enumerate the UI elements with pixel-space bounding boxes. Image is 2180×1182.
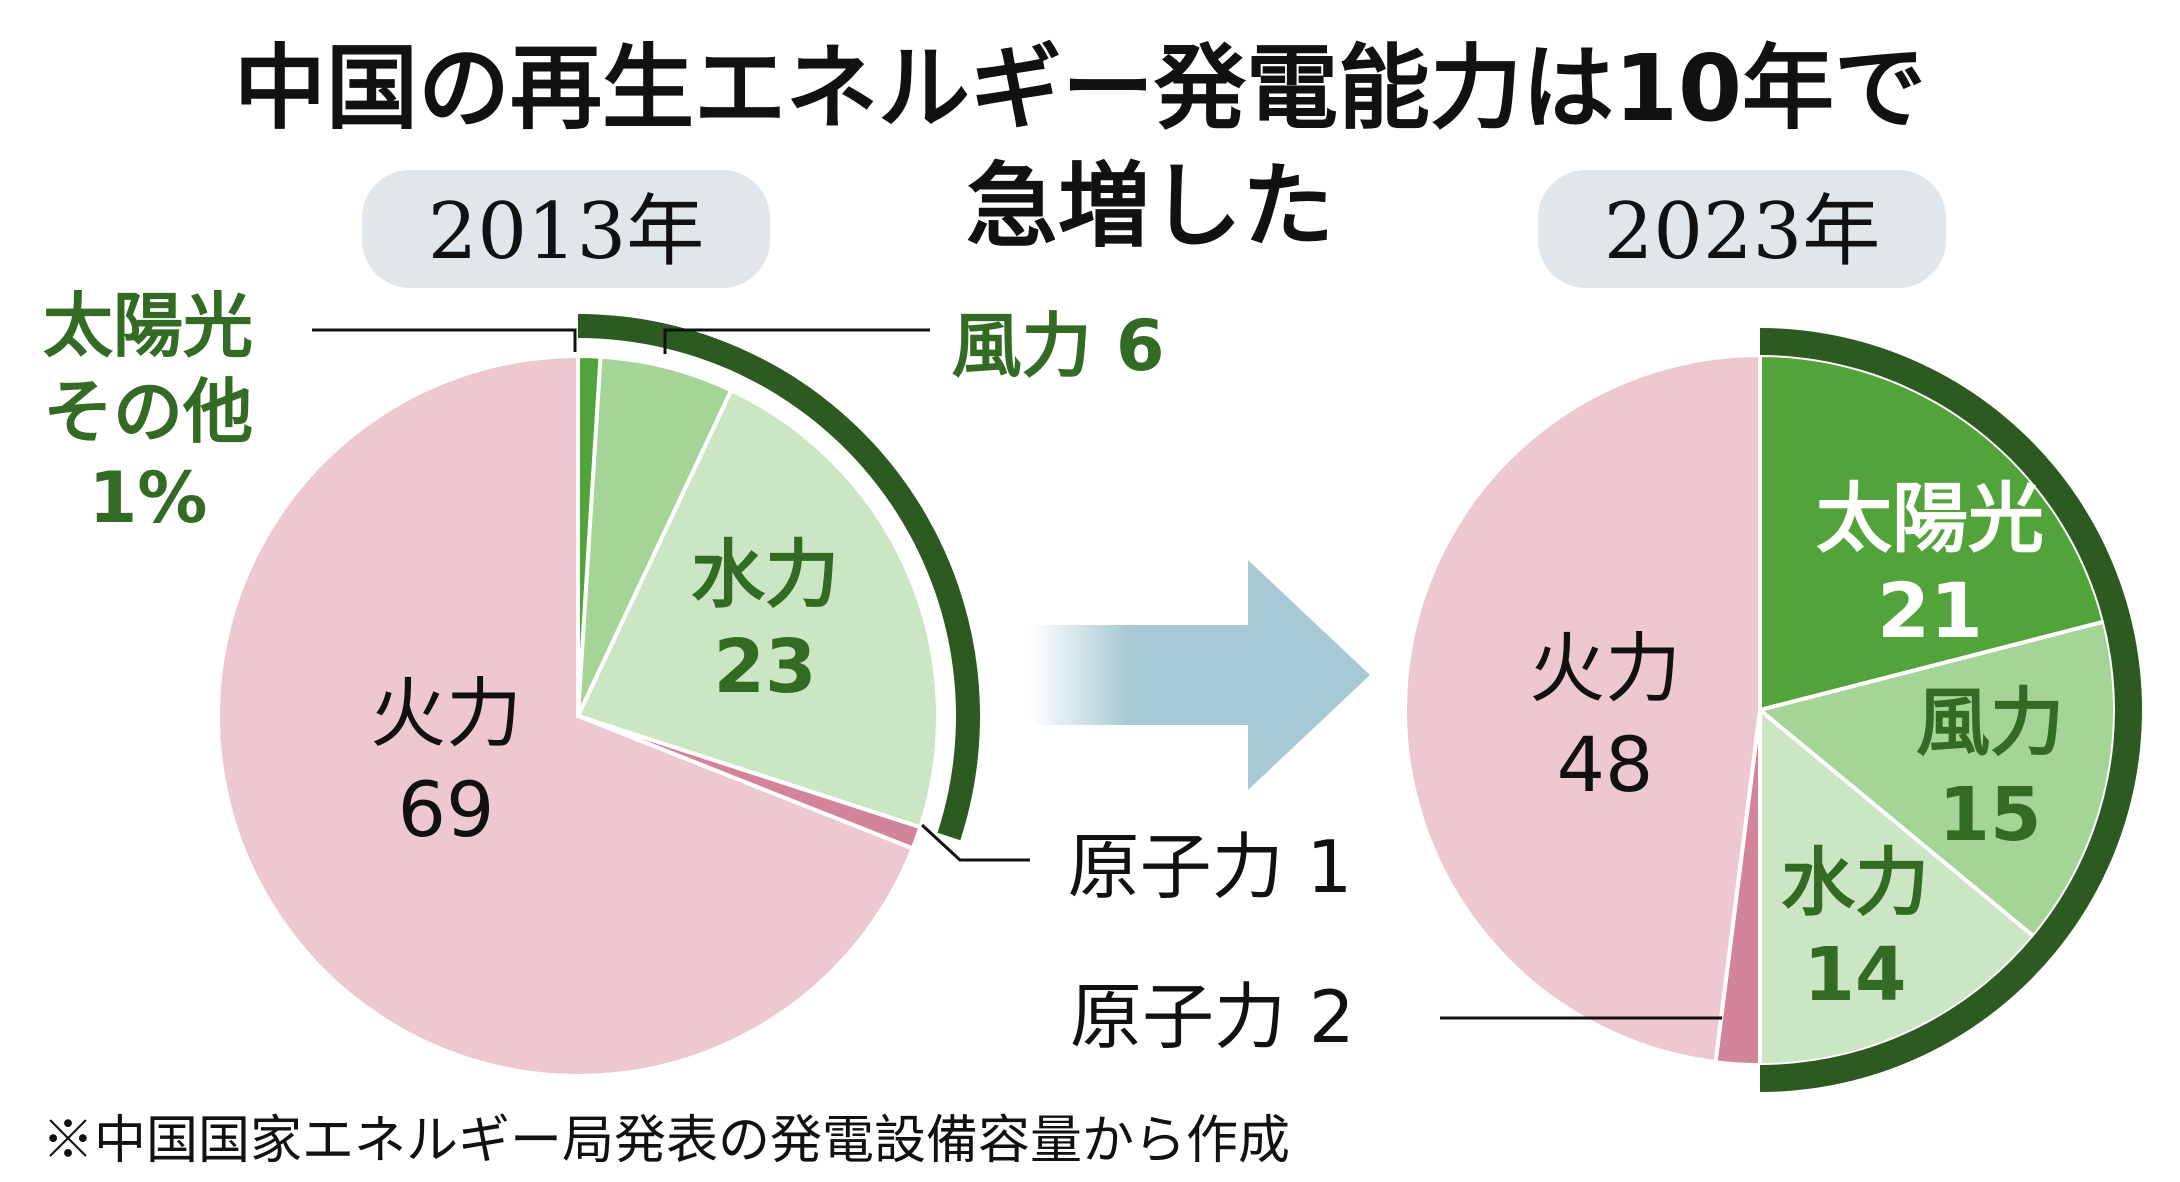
source-note: ※中国国家エネルギー局発表の発電設備容量から作成 xyxy=(42,1111,1290,1171)
pie-slice-thermal-2013 xyxy=(216,353,916,1078)
pie-slice-wind-2013 xyxy=(576,354,734,717)
slice-label-hydro-2023-line1: 水力 xyxy=(1781,840,1929,926)
slice-label-nuclear-2013: 原子力 1 xyxy=(1068,825,1353,909)
slice-label-hydro-2013-line2: 23 xyxy=(714,624,817,710)
slice-label-wind-2023-line1: 風力 xyxy=(1916,680,2064,766)
leader-line-solar-other-2013 xyxy=(312,328,577,352)
slice-label-hydro-2013-line1: 水力 xyxy=(691,532,839,618)
chart-title-line2: 急増した xyxy=(966,153,1334,260)
slice-label-solar-other-2013-line1: 太陽光 xyxy=(43,285,253,367)
year-badge-2013 xyxy=(362,170,770,288)
pie-slice-hydro-2013 xyxy=(575,387,940,830)
leader-line-wind-2013 xyxy=(663,328,930,354)
slice-label-thermal-2023-line2: 48 xyxy=(1557,720,1654,809)
slice-label-solar-2023-line1: 太陽光 xyxy=(1816,474,2044,563)
leader-line-nuclear-2013 xyxy=(920,823,1030,862)
slice-label-thermal-2023-line1: 火力 xyxy=(1529,624,1681,713)
pie-slice-hydro-2023 xyxy=(1758,705,2037,1068)
chart-title-line1: 中国の再生エネルギー発電能力は10年で xyxy=(234,35,1926,142)
slice-label-thermal-2013-line2: 69 xyxy=(398,765,495,854)
slice-label-wind-2013: 風力 6 xyxy=(951,305,1164,387)
slice-label-wind-2023-line2: 15 xyxy=(1939,772,2042,858)
pie-slice-thermal-2023 xyxy=(1403,352,1762,1065)
slice-label-hydro-2023-line2: 14 xyxy=(1804,932,1907,1018)
slice-label-thermal-2013-line1: 火力 xyxy=(370,669,522,758)
year-label-2023: 2023年 xyxy=(1604,187,1881,277)
year-label-2013: 2013年 xyxy=(428,187,705,277)
transition-arrow xyxy=(1030,560,1370,790)
slice-label-nuclear-2023: 原子力 2 xyxy=(1070,975,1355,1059)
year-badge-2023 xyxy=(1538,170,1946,288)
slice-label-solar-other-2013-line3: 1% xyxy=(89,457,208,539)
slice-label-solar-other-2013-line2: その他 xyxy=(43,371,253,453)
slice-label-solar-2023-line2: 21 xyxy=(1877,566,1983,655)
